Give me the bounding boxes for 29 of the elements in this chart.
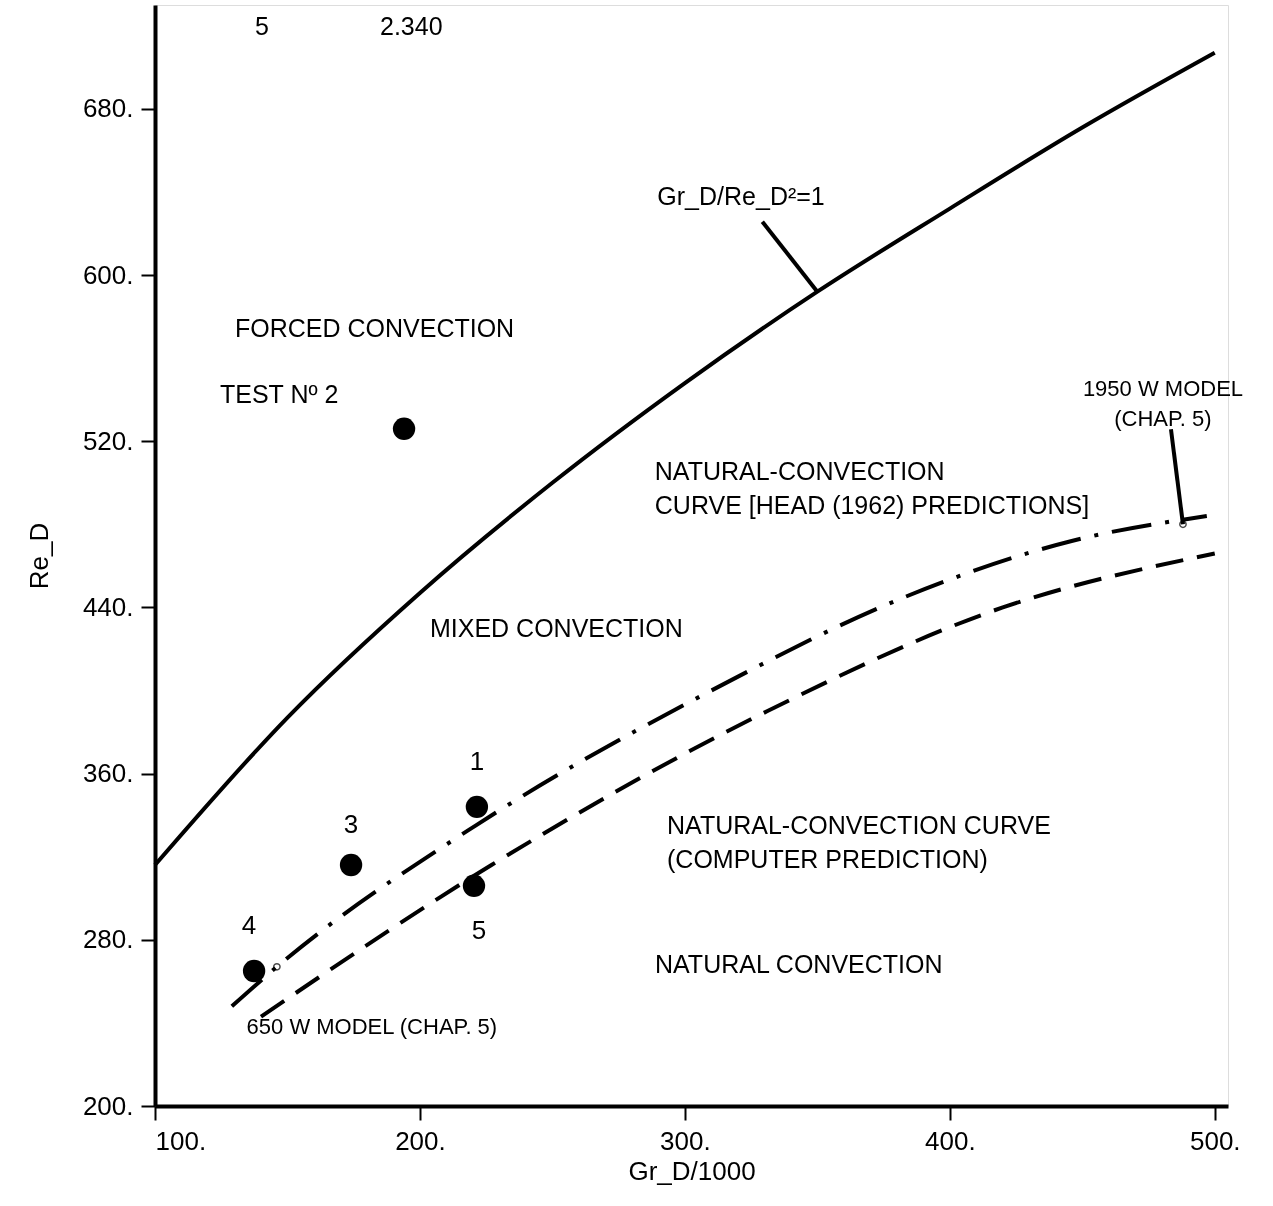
series-label: NATURAL-CONVECTION CURVE [HEAD (1962) PREDICTIONS] (654, 457, 1090, 520)
y-tick-label: 440. (82, 591, 134, 622)
annotation: 3 (343, 809, 359, 840)
x-tick-label: 400. (925, 1125, 976, 1156)
annotation: 4 (241, 909, 257, 940)
annotation: TEST Nº 2 (220, 380, 339, 408)
series-label: NATURAL-CONVECTION CURVE (COMPUTER PREDICTION) (667, 811, 1051, 874)
y-axis-title: Re_D (23, 522, 54, 590)
y-tick-label: 600. (82, 259, 134, 290)
annotation: MIXED CONVECTION (430, 614, 683, 642)
x-tick-label: 100. (155, 1125, 207, 1156)
annotation: NATURAL CONVECTION (655, 950, 943, 978)
annotation: FORCED CONVECTION (235, 314, 515, 342)
annotation: 650 W MODEL (CHAP. 5) (246, 1013, 498, 1039)
text: Gr_D/Re_D²=1 (657, 181, 825, 210)
x-tick-label: 500. (1189, 1125, 1241, 1156)
annotation: 5 (471, 914, 487, 945)
y-tick-label: 280. (82, 924, 134, 955)
annotation: 1 (469, 745, 485, 776)
annotation: 2.340 (380, 12, 443, 40)
y-tick-label: 200. (82, 1090, 134, 1121)
y-tick-label: 680. (82, 93, 134, 124)
y-tick-label: 360. (82, 758, 134, 789)
x-tick-label: 200. (395, 1125, 446, 1156)
x-axis-title: Gr_D/1000 (628, 1155, 756, 1186)
y-tick-label: 520. (82, 425, 134, 456)
annotation: 1950 W MODEL (CHAP. 5) (1082, 376, 1244, 432)
annotation: 5 (255, 12, 269, 40)
x-tick-label: 300. (660, 1125, 711, 1156)
